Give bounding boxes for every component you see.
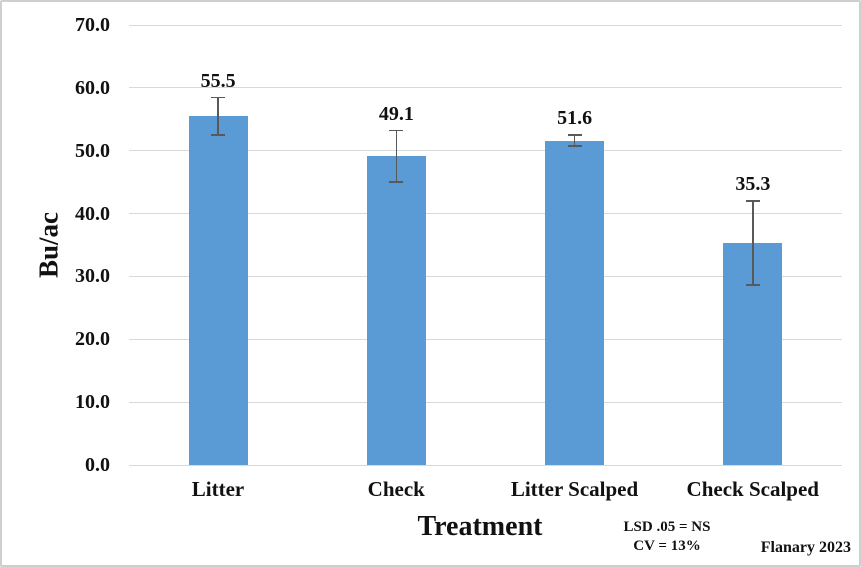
cv-note: CV = 13% — [633, 538, 701, 554]
bar — [188, 116, 248, 465]
error-bar-bottom-cap — [211, 134, 226, 136]
y-tick-label: 40.0 — [75, 202, 110, 225]
stats-note: LSD .05 = NS CV = 13% — [592, 518, 742, 556]
bar-value-label: 35.3 — [735, 173, 771, 196]
error-bar-line — [395, 129, 398, 183]
x-category-label: Check Scalped — [686, 477, 819, 501]
gridline — [129, 338, 842, 340]
error-bar-bottom-cap — [389, 181, 404, 183]
y-tick-label: 30.0 — [75, 265, 110, 288]
gridline — [129, 401, 842, 403]
plot-area: 55.5 49.1 51.6 35.3 — [129, 24, 842, 466]
x-category-label: Check — [367, 477, 425, 501]
y-tick-label: 0.0 — [85, 454, 110, 476]
y-tick-label: 20.0 — [75, 328, 110, 351]
error-bar-top-cap — [567, 134, 582, 136]
bar-value-label: 49.1 — [378, 102, 414, 125]
error-bar-top-cap — [745, 200, 760, 202]
gridline — [129, 213, 842, 215]
lsd-note: LSD .05 = NS — [623, 519, 711, 535]
credit-note: Flanary 2023 — [760, 539, 851, 556]
error-bar-line — [752, 200, 754, 286]
error-bar-top-cap — [211, 96, 226, 99]
error-bar-line — [217, 96, 219, 136]
gridline — [129, 24, 842, 26]
gridline — [129, 87, 842, 89]
x-axis-title: Treatment — [417, 511, 543, 542]
error-bar-bottom-cap — [745, 284, 760, 286]
bar — [545, 140, 605, 465]
error-bar-bottom-cap — [567, 145, 582, 147]
y-tick-label: 50.0 — [75, 139, 110, 162]
x-category-label: Litter — [191, 477, 245, 501]
error-bar-line — [573, 134, 576, 147]
y-tick-label: 10.0 — [75, 391, 110, 414]
bar-value-label: 51.6 — [557, 107, 593, 130]
bar-value-label: 55.5 — [200, 69, 236, 92]
gridline — [129, 275, 842, 277]
error-bar-top-cap — [389, 129, 404, 132]
gridline — [129, 150, 842, 152]
y-tick-label: 70.0 — [75, 14, 110, 36]
y-tick-label: 60.0 — [75, 76, 110, 99]
x-category-label: Litter Scalped — [510, 477, 639, 501]
bar — [366, 156, 426, 465]
gridline — [129, 464, 842, 466]
